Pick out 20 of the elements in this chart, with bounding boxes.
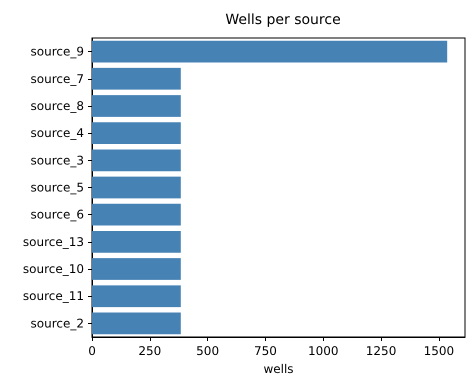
y-tick-label: source_9 [30, 44, 84, 59]
x-tick-label: 250 [138, 344, 162, 358]
x-axis-title: wells [263, 362, 294, 376]
chart-title: Wells per source [225, 12, 341, 28]
y-tick-label: source_4 [30, 126, 84, 140]
y-tick-label: source_7 [30, 72, 84, 86]
x-tick-label: 1500 [424, 344, 454, 358]
y-tick-label: source_8 [30, 98, 84, 113]
y-tick-label: source_5 [30, 180, 84, 194]
y-tick-label: source_3 [30, 153, 84, 168]
y-tick-label: source_10 [22, 262, 84, 276]
x-tick-label: 0 [88, 344, 96, 358]
x-tick-label: 1000 [308, 344, 339, 358]
x-tick-label: 500 [196, 344, 220, 358]
y-tick-label: source_2 [30, 316, 84, 330]
x-tick-label: 750 [254, 344, 277, 358]
y-tick-label: source_6 [30, 208, 84, 222]
x-tick-label: 1250 [366, 344, 396, 358]
y-tick-label: source_11 [22, 289, 84, 304]
y-tick-label: source_13 [22, 234, 84, 249]
